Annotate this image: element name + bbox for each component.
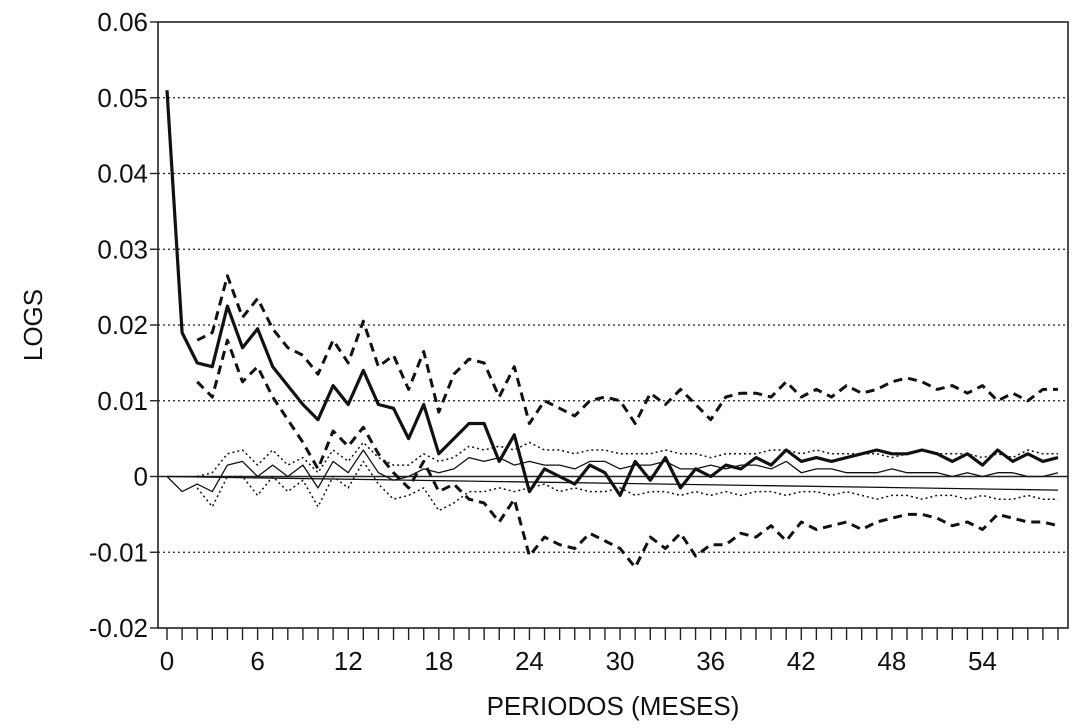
x-tick-label: 54 bbox=[968, 646, 997, 676]
y-tick-label: 0.01 bbox=[97, 386, 148, 416]
x-tick-label: 0 bbox=[160, 646, 174, 676]
y-tick-label: 0.06 bbox=[97, 7, 148, 37]
y-tick-label: -0.01 bbox=[89, 537, 148, 567]
x-axis-ticks: 0 6 12 18 24 30 36 42 48 54 bbox=[160, 628, 1059, 676]
series-layer bbox=[165, 90, 1059, 569]
x-tick-label: 48 bbox=[877, 646, 906, 676]
x-tick-label: 12 bbox=[334, 646, 363, 676]
y-tick-label: 0 bbox=[134, 462, 148, 492]
series-line-thick-dashed-1 bbox=[196, 274, 1058, 425]
x-tick-label: 6 bbox=[250, 646, 264, 676]
series-line-thick-dashed-2 bbox=[196, 338, 1059, 569]
series-line-thin-solid-3 bbox=[166, 449, 1059, 493]
grid-layer bbox=[158, 97, 1068, 553]
x-axis-title: PERIODOS (MESES) bbox=[487, 691, 740, 721]
series-line-thin-solid-6 bbox=[166, 475, 1059, 491]
x-tick-label: 18 bbox=[424, 646, 453, 676]
y-tick-label: 0.03 bbox=[97, 234, 148, 264]
series-line-thick-solid-0 bbox=[165, 90, 1059, 497]
y-axis-title: LOGS bbox=[18, 289, 48, 361]
y-tick-label: 0.02 bbox=[97, 310, 148, 340]
y-tick-label: 0.05 bbox=[97, 83, 148, 113]
y-tick-label: 0.04 bbox=[97, 159, 148, 189]
series-line-thin-dotted-5 bbox=[196, 460, 1058, 512]
y-tick-label: -0.02 bbox=[89, 613, 148, 643]
x-tick-label: 24 bbox=[515, 646, 544, 676]
x-tick-label: 42 bbox=[787, 646, 816, 676]
x-tick-label: 36 bbox=[696, 646, 725, 676]
x-tick-label: 30 bbox=[606, 646, 635, 676]
y-axis-ticks: -0.02 -0.01 0 0.01 0.02 0.03 0.04 0.05 0.06 bbox=[89, 7, 158, 643]
series-line-thin-dotted-4 bbox=[197, 441, 1058, 478]
